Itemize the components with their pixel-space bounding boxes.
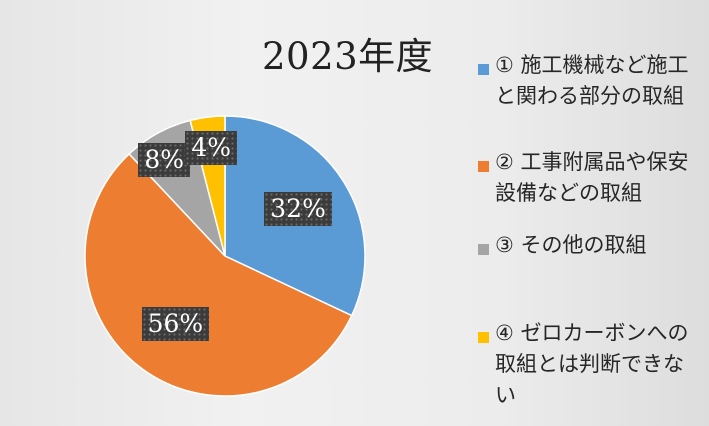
legend-swatch-2: [478, 161, 489, 172]
data-label-4: 4%: [185, 130, 237, 165]
legend-item-2: ② 工事附属品や保安設備などの取組: [478, 147, 704, 209]
legend-item-4: ④ ゼロカーボンへの取組とは判断できない: [478, 318, 704, 411]
data-label-2: 56%: [141, 306, 210, 341]
chart-title: 2023年度: [262, 35, 434, 78]
legend-swatch-1: [478, 64, 489, 75]
legend-item-1: ① 施工機械など施工と関わる部分の取組: [478, 50, 704, 112]
legend-item-3: ③ その他の取組: [478, 230, 704, 261]
legend-label-3: ③ その他の取組: [495, 233, 647, 257]
data-label-1: 32%: [264, 192, 332, 227]
legend-label-2: ② 工事附属品や保安設備などの取組: [495, 150, 689, 205]
data-label-3: 8%: [138, 143, 191, 178]
legend-label-4: ④ ゼロカーボンへの取組とは判断できない: [495, 321, 689, 407]
legend-swatch-4: [478, 332, 489, 343]
legend-label-1: ① 施工機械など施工と関わる部分の取組: [495, 53, 689, 108]
legend-swatch-3: [478, 244, 489, 255]
